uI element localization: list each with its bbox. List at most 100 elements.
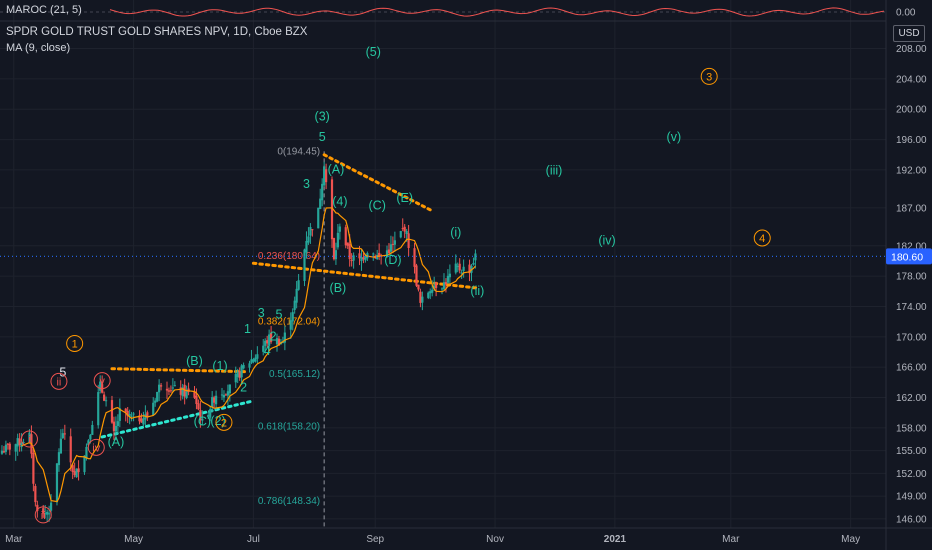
candle-body [126,410,129,416]
wave-label: (3) [315,110,330,124]
candle-body [132,413,135,415]
candle-body [34,485,37,503]
candle-body [336,232,339,248]
candle-body [181,387,184,397]
candle-body [264,340,267,346]
candle-body [293,300,296,310]
candle-body [254,357,257,362]
y-tick-label: 149.00 [896,492,927,503]
candle-body [372,253,375,255]
circled-wave-marker [753,229,771,247]
candle-body [376,254,379,260]
candle-body [0,450,4,454]
circled-wave-label: iv [92,442,100,454]
circled-wave-label: 4 [759,233,765,245]
ma-line [21,207,476,503]
candle-body [433,285,436,289]
candle-body [332,237,336,260]
candle-body [2,451,6,453]
candle-body [242,364,245,369]
ma-legend[interactable]: MA (9, close) [6,42,71,54]
candle-body [460,272,463,274]
y-tick-label: 162.00 [896,393,927,404]
candle-body [448,273,451,278]
candle-body [97,392,100,426]
y-tick-label: 204.00 [896,74,927,85]
candle-body [289,320,292,330]
wave-label: 5 [319,130,326,144]
candle-body [305,240,308,253]
x-tick-label: May [841,534,860,545]
candle-body [55,463,59,503]
candle-body [112,421,116,432]
x-tick-label: 2021 [604,534,627,545]
candle-body [440,288,444,290]
wave-label: (iii) [546,163,563,177]
y-tick-label: 178.00 [896,272,927,283]
grid [0,0,886,528]
candle-body [158,384,161,393]
candle-body [275,338,279,345]
symbol-title: SPDR GOLD TRUST GOLD SHARES NPV, 1D, Cbo… [6,26,308,38]
candle-body [427,292,430,298]
circled-wave-marker [50,372,68,390]
candle-body [46,511,49,515]
circled-wave-marker [34,506,52,524]
candle-body [444,282,448,285]
wave-label: (1) [212,359,227,373]
candle-body [32,453,35,484]
candle-body [268,334,271,346]
y-tick-label: 170.00 [896,332,927,343]
candle-body [4,444,7,452]
candle-body [236,371,239,377]
indicator-zero-label: 0.00 [896,8,916,19]
y-tick-label: 152.00 [896,469,927,480]
candle-body [456,265,459,267]
indicator-legend[interactable]: MAROC (21, 5) [6,4,82,16]
candle-body [413,248,416,267]
candle-body [14,444,17,452]
circled-wave-label: 2 [221,417,227,429]
candle-body [146,412,149,418]
candle-body [6,443,9,445]
candle-body [228,384,231,394]
y-tick-label: 196.00 [896,135,927,146]
trendlines [100,153,481,439]
candle-body [69,436,72,463]
wave-label: (C) [194,415,211,429]
circled-wave-label: ii [56,376,61,388]
candle-body [266,340,269,344]
wave-label: (v) [667,130,682,144]
candle-body [77,468,80,473]
candle-body [171,387,174,389]
circled-wave-marker [66,334,84,352]
candle-body [103,394,106,401]
currency-badge[interactable]: USD [893,25,925,42]
fib-label: 0.5(165.12) [269,369,320,380]
candle-body [75,468,78,478]
candle-body [214,395,218,405]
circled-wave-marker [215,413,233,431]
candle-body [128,414,131,416]
time-axis[interactable]: Mar May Jul Sep Nov 2021 Mar May [0,527,932,545]
circled-wave-label: ii [41,510,46,522]
candle-body [362,257,365,260]
y-tick-label: 146.00 [896,514,927,525]
wave-label: (C) [369,198,386,212]
candle-body [442,282,446,289]
candle-body [462,266,465,271]
candle-body [334,250,338,260]
wave-label: (D) [384,253,401,267]
current-price-label: 180.60 [891,251,923,263]
fib-label: 0(194.45) [277,146,320,157]
candle-body [36,504,39,511]
candle-body [295,288,298,303]
wave-label: (ii) [470,284,484,298]
wave-label: (i) [450,226,461,240]
candle-body [59,438,63,454]
candle-body [403,226,406,232]
candle-body [57,452,61,466]
candle-body [446,275,450,283]
